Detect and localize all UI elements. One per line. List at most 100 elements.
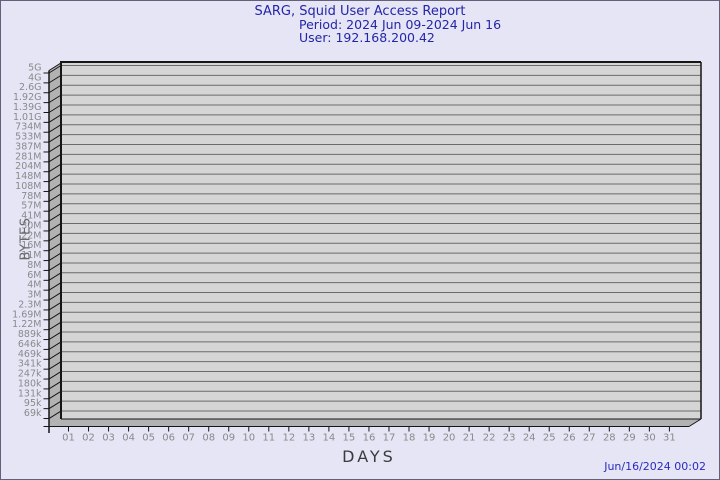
generated-timestamp: Jun/16/2024 00:02 — [604, 460, 706, 473]
y-tick-label: 387M — [15, 141, 41, 152]
y-tick-depth-line — [48, 361, 62, 370]
y-tick-depth-line — [48, 380, 62, 390]
x-tick-label: 25 — [543, 433, 556, 444]
y-tick-depth-line — [48, 351, 62, 360]
y-tick-label: 204M — [15, 161, 41, 172]
y-tick-depth-line — [48, 213, 62, 222]
y-axis-title: BYTES — [18, 217, 34, 261]
x-tick-label: 12 — [282, 433, 295, 444]
y-tick-label: 2.6G — [19, 82, 41, 93]
y-tick-depth-line — [48, 282, 62, 291]
x-tick-label: 27 — [583, 433, 596, 444]
y-tick-label: 5G — [28, 63, 41, 74]
y-tick-label: 1.01G — [13, 112, 42, 123]
y-tick-label: 95k — [24, 398, 42, 409]
y-tick-depth-line — [48, 252, 62, 261]
x-tick-label: 29 — [623, 433, 636, 444]
x-tick-label: 20 — [443, 433, 456, 444]
y-tick-depth-line — [48, 144, 62, 153]
y-tick-label: 41M — [21, 211, 41, 222]
bottom-right-depth-edge — [688, 418, 702, 427]
x-axis-title: DAYS — [342, 447, 396, 466]
y-tick-depth-line — [48, 232, 62, 242]
y-tick-depth-line — [48, 223, 62, 232]
x-tick-label: 09 — [222, 433, 235, 444]
plot-back-wall — [61, 62, 701, 419]
y-tick-label: 2.3M — [18, 299, 41, 310]
y-tick-depth-line — [48, 94, 62, 104]
y-tick-depth-line — [48, 311, 62, 321]
x-tick-label: 08 — [202, 433, 215, 444]
y-tick-depth-line — [48, 321, 62, 331]
x-tick-label: 18 — [403, 433, 416, 444]
x-tick-label: 05 — [142, 433, 155, 444]
x-tick-label: 22 — [483, 433, 496, 444]
y-tick-depth-line — [48, 242, 62, 252]
y-tick-label: 734M — [15, 122, 41, 133]
y-tick-label: 30M — [21, 220, 41, 231]
y-tick-label: 3M — [27, 290, 41, 301]
y-tick-label: 131k — [18, 388, 42, 399]
x-tick-label: 24 — [523, 433, 536, 444]
x-tick-label: 11 — [262, 433, 275, 444]
x-tick-label: 17 — [383, 433, 396, 444]
y-tick-depth-line — [48, 84, 62, 94]
y-tick-depth-line — [48, 302, 62, 311]
y-tick-label: 1.22M — [12, 319, 41, 330]
x-tick-label: 14 — [323, 433, 336, 444]
y-tick-depth-line — [48, 163, 62, 173]
y-tick-label: 1.92G — [13, 92, 42, 103]
y-tick-label: 8M — [27, 260, 41, 271]
y-tick-label: 6M — [27, 270, 41, 281]
chart-period: Period: 2024 Jun 09-2024 Jun 16 — [299, 17, 502, 32]
y-tick-depth-line — [48, 153, 62, 163]
y-tick-label: 78M — [21, 191, 41, 202]
y-tick-depth-line — [48, 292, 62, 301]
y-tick-label: 57M — [21, 201, 41, 212]
y-tick-label: 11M — [21, 250, 41, 261]
y-tick-depth-line — [48, 331, 62, 340]
y-tick-label: 4G — [28, 72, 41, 83]
y-tick-depth-line — [48, 410, 62, 419]
y-tick-label: 533M — [15, 132, 41, 143]
x-tick-label: 23 — [503, 433, 516, 444]
plot-left-wall — [49, 62, 61, 427]
y-tick-label: 646k — [18, 339, 42, 350]
y-tick-label: 469k — [18, 349, 42, 360]
y-tick-label: 247k — [18, 369, 42, 380]
x-tick-label: 30 — [643, 433, 656, 444]
y-tick-label: 889k — [18, 329, 42, 340]
x-tick-label: 16 — [363, 433, 376, 444]
y-tick-depth-line — [48, 272, 62, 281]
y-tick-depth-line — [48, 262, 62, 271]
y-tick-label: 69k — [24, 408, 42, 419]
y-tick-label: 1.39G — [13, 102, 42, 113]
x-tick-label: 02 — [82, 433, 95, 444]
y-tick-depth-line — [48, 341, 62, 350]
y-tick-depth-line — [48, 74, 62, 84]
x-tick-label: 03 — [102, 433, 115, 444]
y-tick-depth-line — [48, 114, 62, 123]
x-tick-label: 31 — [663, 433, 676, 444]
x-tick-label: 26 — [563, 433, 576, 444]
x-tick-label: 28 — [603, 433, 616, 444]
x-tick-label: 19 — [423, 433, 436, 444]
y-tick-label: 4M — [27, 280, 41, 291]
y-tick-label: 281M — [15, 151, 41, 162]
x-tick-label: 07 — [182, 433, 195, 444]
x-tick-label: 15 — [343, 433, 356, 444]
y-tick-depth-line — [48, 134, 62, 143]
y-tick-label: 148M — [15, 171, 41, 182]
y-tick-depth-line — [48, 124, 62, 133]
x-tick-label: 06 — [162, 433, 175, 444]
y-tick-depth-line — [48, 371, 62, 380]
y-tick-depth-line — [48, 65, 62, 74]
y-tick-depth-line — [48, 104, 62, 113]
y-tick-depth-line — [48, 193, 62, 202]
y-tick-label: 341k — [18, 359, 42, 370]
y-tick-depth-line — [48, 173, 62, 183]
y-tick-depth-line — [48, 400, 62, 410]
y-tick-label: 22M — [21, 230, 41, 241]
